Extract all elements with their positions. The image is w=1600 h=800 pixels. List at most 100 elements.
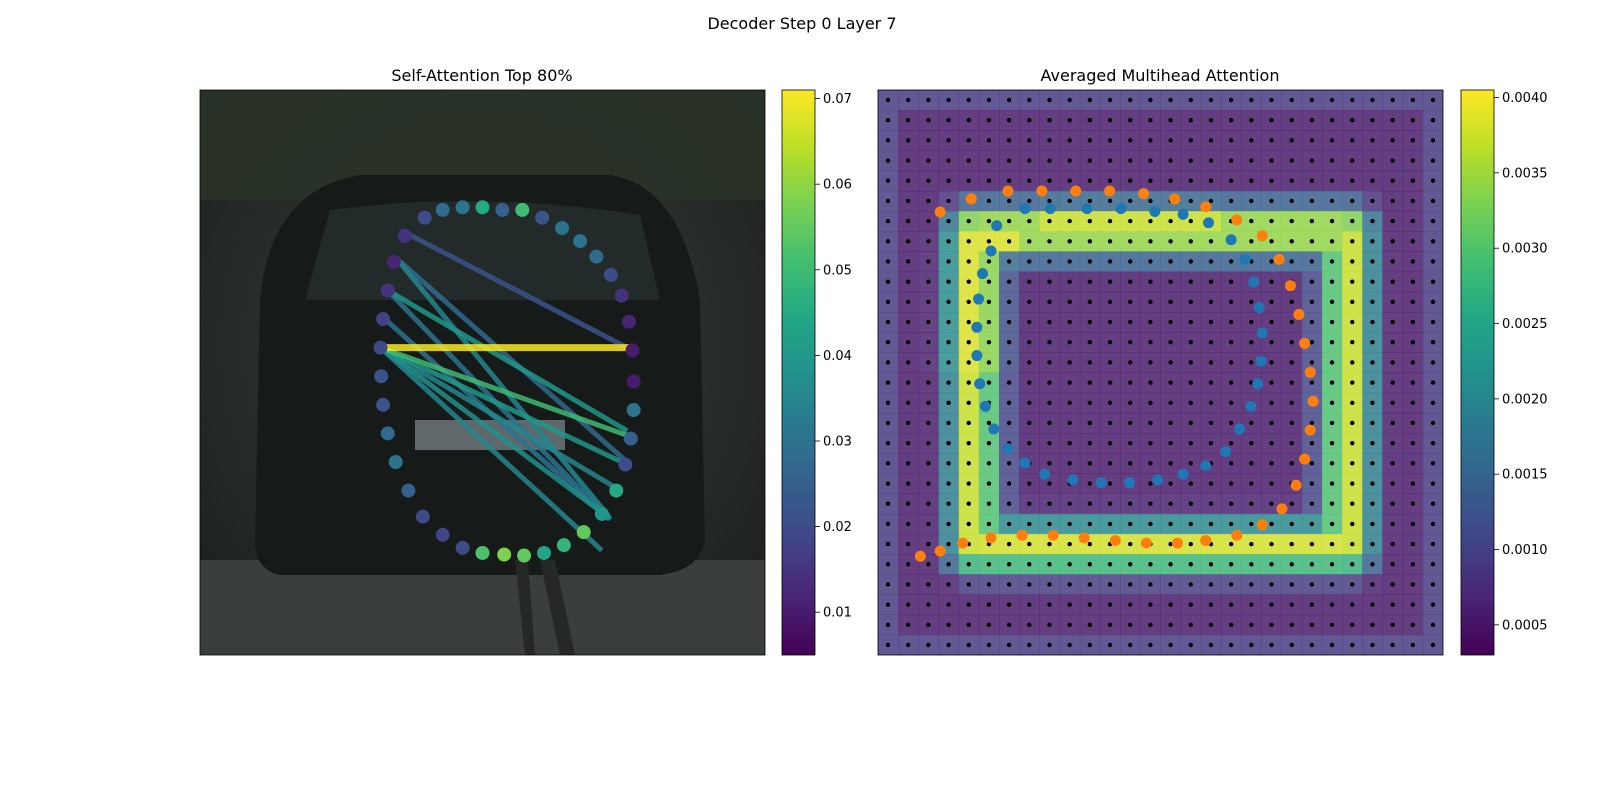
grid-point: [1047, 97, 1052, 103]
grid-point: [1006, 642, 1012, 648]
query-point: [376, 397, 391, 412]
grid-point: [1350, 642, 1355, 648]
grid-point: [1350, 622, 1355, 628]
grid-point: [1410, 319, 1416, 325]
grid-point: [1370, 259, 1375, 264]
blue-point: [1002, 443, 1014, 455]
grid-point: [1269, 420, 1274, 426]
grid-point: [1107, 178, 1113, 183]
grid-point: [1289, 461, 1294, 466]
grid-point: [1289, 218, 1294, 224]
grid-point: [1148, 521, 1153, 527]
grid-point: [1228, 360, 1234, 365]
attention-heatmap: [878, 90, 1443, 655]
grid-point: [885, 97, 891, 103]
grid-point: [1269, 642, 1274, 648]
grid-point: [1249, 239, 1254, 244]
grid-point: [1188, 521, 1193, 527]
grid-point: [1249, 501, 1254, 506]
grid-point: [1208, 380, 1214, 385]
grid-point: [1148, 239, 1153, 244]
grid-point: [1390, 602, 1395, 607]
grid-point: [1350, 117, 1355, 123]
grid-point: [1249, 340, 1254, 345]
grid-point: [1128, 622, 1133, 628]
grid-point: [1047, 622, 1052, 628]
grid-point: [986, 521, 992, 527]
grid-point: [885, 582, 891, 587]
grid-point: [1289, 198, 1294, 204]
grid-point: [885, 218, 891, 224]
grid-point: [1128, 218, 1133, 224]
grid-point: [885, 501, 891, 506]
grid-point: [1087, 461, 1093, 466]
grid-point: [1067, 541, 1072, 547]
grid-point: [926, 97, 931, 103]
grid-point: [1047, 501, 1052, 506]
colorbar-tick-label: 0.02: [823, 520, 852, 535]
grid-point: [926, 521, 931, 527]
grid-point: [885, 138, 891, 143]
grid-point: [1027, 440, 1032, 446]
grid-point: [1350, 218, 1355, 224]
grid-point: [1027, 521, 1032, 527]
grid-point: [1269, 622, 1274, 628]
grid-point: [986, 582, 992, 587]
grid-point: [1370, 461, 1375, 466]
grid-point: [1350, 501, 1355, 506]
blue-point: [1245, 400, 1257, 412]
grid-point: [1087, 602, 1093, 607]
grid-point: [1390, 541, 1395, 547]
grid-point: [946, 541, 951, 547]
grid-point: [946, 299, 951, 305]
grid-point: [926, 138, 931, 143]
grid-point: [905, 461, 911, 466]
grid-point: [1390, 481, 1395, 486]
grid-point: [1350, 360, 1355, 365]
grid-point: [966, 117, 971, 123]
reference-points-orange: [914, 185, 1319, 562]
grid-point: [1370, 218, 1375, 224]
grid-point: [1128, 158, 1133, 163]
grid-point: [926, 642, 931, 648]
grid-point: [1006, 158, 1012, 163]
grid-point: [1370, 360, 1375, 365]
grid-point: [1027, 501, 1032, 506]
grid-point: [905, 299, 911, 305]
grid-point: [1027, 117, 1032, 123]
grid-point: [1430, 562, 1436, 567]
grid-point: [1390, 461, 1395, 466]
grid-point: [1168, 562, 1173, 567]
grid-point: [885, 117, 891, 123]
grid-point: [905, 582, 911, 587]
grid-point: [966, 602, 971, 607]
grid-point: [1087, 521, 1093, 527]
grid-point: [1128, 420, 1133, 426]
grid-point: [1329, 279, 1335, 284]
grid-point: [1047, 259, 1052, 264]
grid-point: [1047, 360, 1052, 365]
grid-point: [966, 461, 971, 466]
grid-point: [1350, 138, 1355, 143]
grid-point: [1027, 562, 1032, 567]
grid-point: [1027, 481, 1032, 486]
query-point: [415, 509, 430, 524]
grid-point: [1329, 117, 1335, 123]
grid-point: [1027, 138, 1032, 143]
grid-point: [1430, 117, 1436, 123]
grid-point: [1370, 400, 1375, 405]
grid-point: [1148, 501, 1153, 506]
grid-point: [926, 319, 931, 325]
grid-point: [986, 239, 992, 244]
grid-point: [885, 259, 891, 264]
grid-point: [1228, 521, 1234, 527]
grid-point: [1107, 259, 1113, 264]
grid-point: [1027, 541, 1032, 547]
left-background-photo: [200, 90, 765, 655]
query-point: [380, 426, 395, 441]
grid-point: [1249, 138, 1254, 143]
grid-point: [1087, 117, 1093, 123]
grid-point: [1309, 562, 1315, 567]
orange-point: [1140, 537, 1152, 549]
grid-point: [1087, 420, 1093, 426]
